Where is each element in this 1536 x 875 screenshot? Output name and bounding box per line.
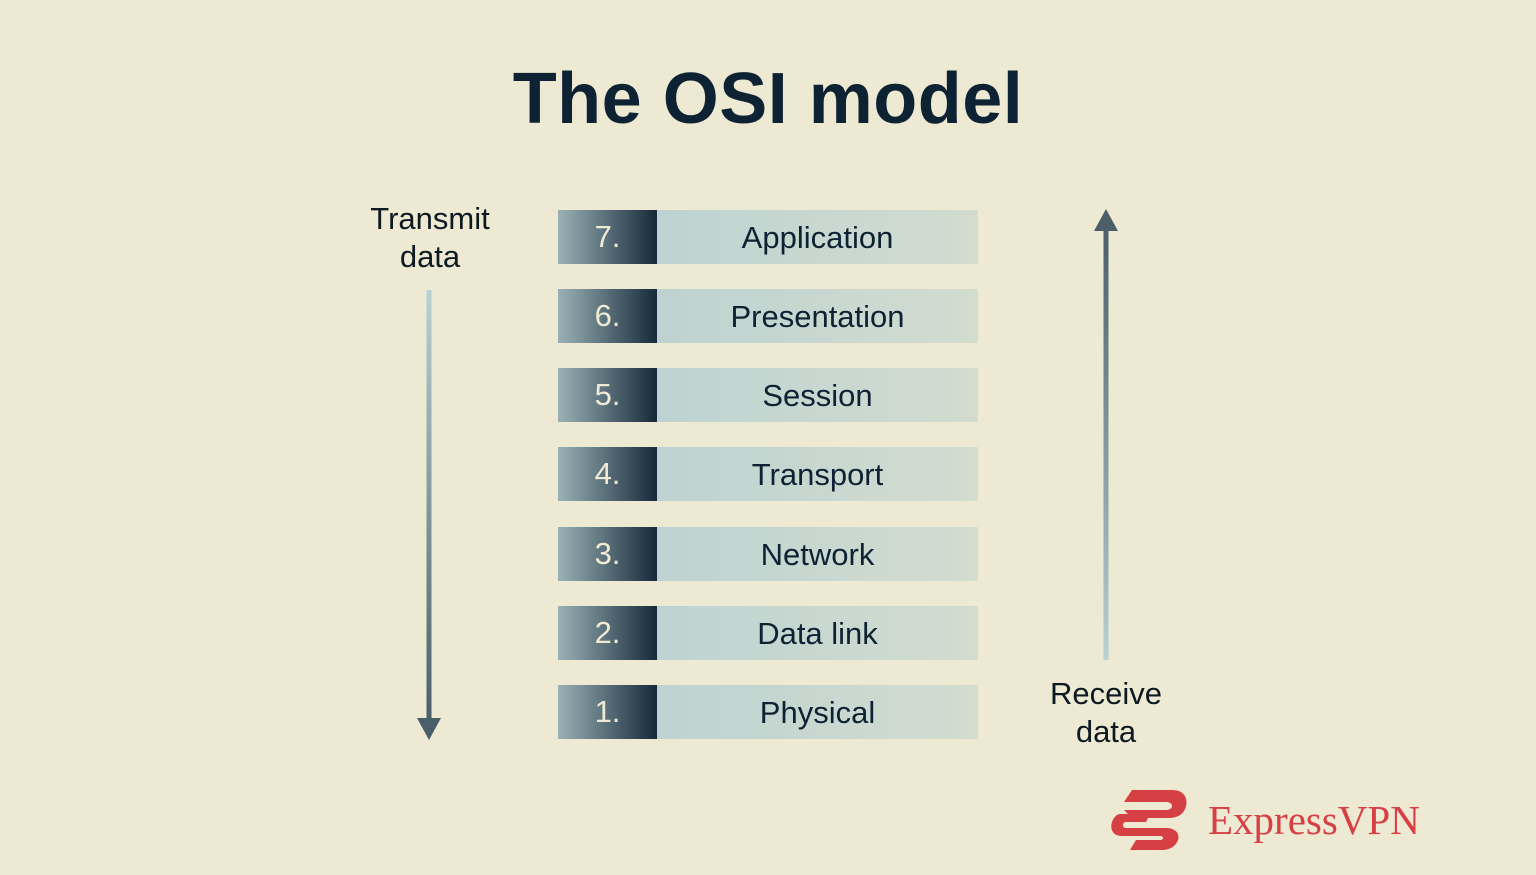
layer-row-session: 5. Session [558,368,978,422]
receive-label-line: Receive [1050,676,1162,711]
layer-row-presentation: 6. Presentation [558,289,978,343]
transmit-label-line: data [399,239,461,274]
receive-label-line: data [1075,714,1137,749]
layer-name: Transport [751,457,884,492]
receive-data-label: Receive data [1026,675,1186,751]
expressvpn-logo-icon [1111,790,1187,850]
layer-row-physical: 1. Physical [558,685,978,739]
layer-number: 5. [558,368,657,422]
layer-name: Application [741,220,894,255]
layer-number: 4. [558,447,657,501]
layer-number: 1. [558,685,657,739]
layer-row-network: 3. Network [558,527,978,581]
layer-row-transport: 4. Transport [558,447,978,501]
page-title: The OSI model [512,59,1024,139]
layer-name: Data link [757,616,878,651]
layer-name: Session [762,378,873,413]
layer-number: 3. [558,527,657,581]
layer-number: 6. [558,289,657,343]
layer-row-data-link: 2. Data link [558,606,978,660]
layer-name: Network [760,537,875,572]
expressvpn-logo-text: ExpressVPN [1208,797,1420,843]
up-arrow-icon [1094,209,1118,660]
layer-name: Presentation [730,299,905,334]
transmit-data-label: Transmit data [350,200,510,276]
transmit-label-line: Transmit [370,201,490,236]
down-arrow-icon [417,290,441,740]
layer-number: 2. [558,606,657,660]
layer-number: 7. [558,210,657,264]
layer-name: Physical [759,695,876,730]
layer-row-application: 7. Application [558,210,978,264]
